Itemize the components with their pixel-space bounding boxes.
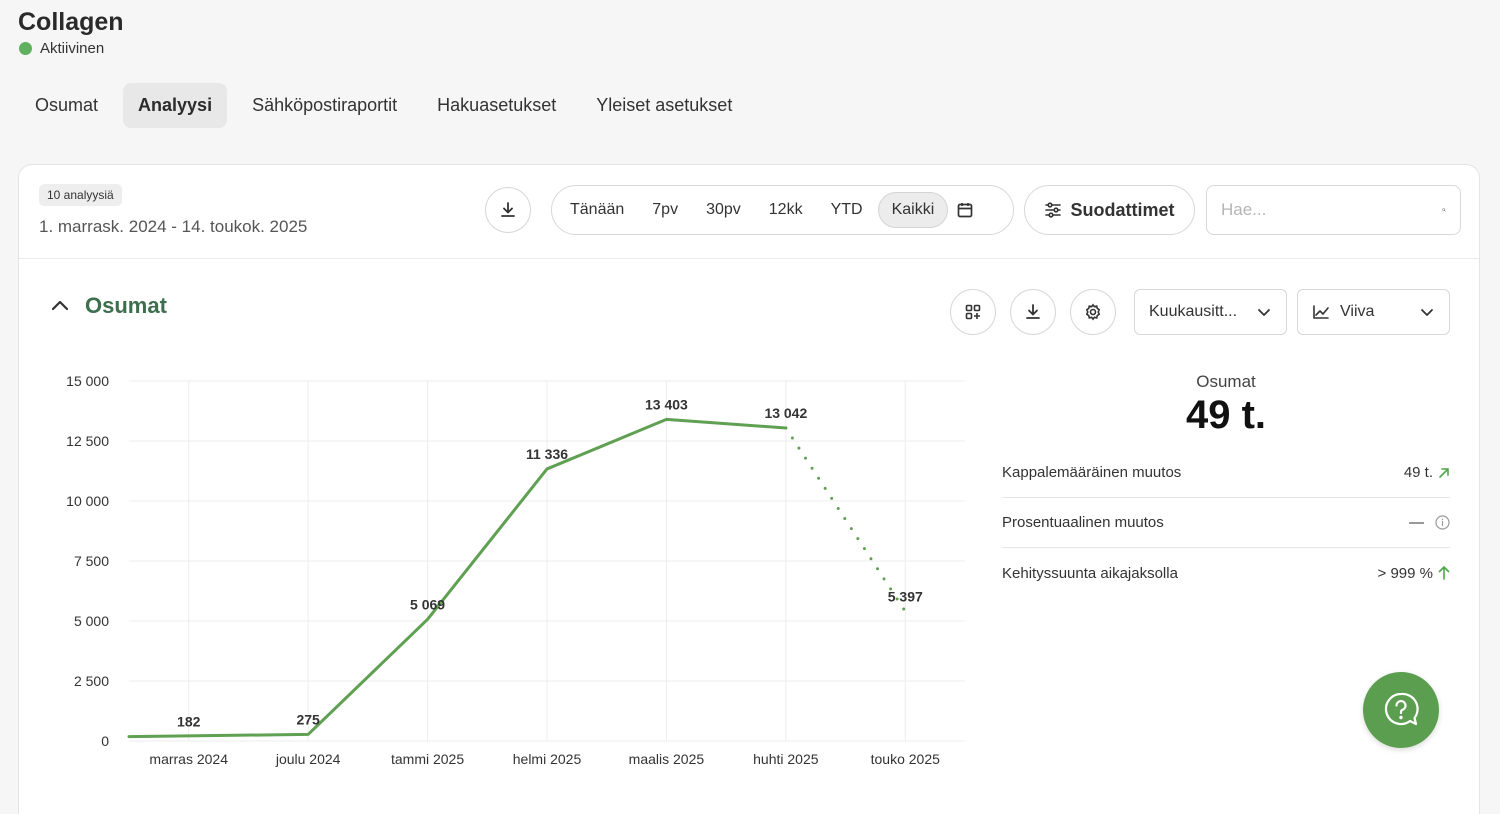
tab-sahkopostiraportit[interactable]: Sähköpostiraportit [252,95,398,115]
stat-value: > 999 % [1377,564,1433,582]
y-tick-label: 10 000 [66,493,109,509]
grid-add-icon [965,304,981,320]
date-range-label: 1. marrask. 2024 - 14. toukok. 2025 [39,217,308,236]
status-dot-icon [19,42,32,55]
stats-list: Kappalemääräinen muutos 49 t. Prosentuaa… [1002,448,1450,598]
calendar-button[interactable] [956,201,974,219]
export-button[interactable] [485,187,531,233]
stat-value: 49 t. [1403,464,1433,481]
tab-osumat[interactable]: Osumat [35,95,99,115]
add-widget-button[interactable] [950,289,996,335]
data-label: 13 403 [645,396,688,412]
download-icon [501,202,515,217]
x-tick-label: helmi 2025 [513,751,582,767]
download-icon [1026,304,1040,319]
help-chat-button[interactable] [1363,672,1439,748]
tab-yleiset-asetukset[interactable]: Yleiset asetukset [596,95,733,115]
series-line [127,417,788,739]
search-input[interactable] [1221,200,1442,220]
y-tick-label: 15 000 [66,373,109,389]
period-ytd[interactable]: YTD [830,201,863,218]
data-label: 11 336 [526,446,568,462]
search-icon[interactable] [1442,200,1446,220]
calendar-icon [957,203,973,218]
stat-row: Kappalemääräinen muutos 49 t. [1002,448,1450,498]
filters-button[interactable]: Suodattimet [1024,185,1195,235]
x-tick-label: huhti 2025 [753,751,819,767]
data-label: 182 [177,714,201,730]
chevron-up-icon[interactable] [49,295,71,317]
status-label: Aktiivinen [40,40,105,57]
series-line-projected [784,426,907,613]
x-tick-label: marras 2024 [149,751,228,767]
stat-row: Prosentuaalinen muutos — [1002,498,1450,548]
interval-select-value: Kuukausitt... [1149,303,1238,320]
section-header: Osumat [49,293,167,319]
x-tick-label: touko 2025 [871,751,940,767]
stat-value-wrap: — [1409,514,1450,531]
gear-icon [1085,303,1101,321]
y-tick-label: 7 500 [74,553,109,569]
tab-hakuasetukset[interactable]: Hakuasetukset [437,95,557,115]
chart-settings-button[interactable] [1070,289,1116,335]
chart-type-select[interactable]: Viiva [1297,289,1450,335]
hits-chart: 0 2 500 5 000 7 500 10 000 12 500 15 000 marras… [37,365,977,785]
stat-row: Kehityssuunta aikajaksolla > 999 % [1002,548,1450,598]
stat-value-wrap: > 999 % [1378,565,1450,582]
arrow-up-icon [1438,566,1450,580]
search-box [1206,185,1461,235]
tab-bar: Osumat Analyysi Sähköpostiraportit Hakua… [20,83,757,128]
x-tick-label: joulu 2024 [275,751,341,767]
analysis-toolbar: 10 analyysiä 1. marrask. 2024 - 14. touk… [19,165,1479,259]
data-label: 5 397 [888,588,923,604]
download-chart-button[interactable] [1010,289,1056,335]
period-selector: Tänään 7pv 30pv 12kk YTD Kaikki [551,185,1014,235]
kpi-value: 49 t. [1185,393,1267,437]
sliders-icon [1045,202,1062,218]
chart-type-value: Viiva [1340,303,1375,320]
stat-label: Prosentuaalinen muutos [1002,514,1164,531]
analysis-card: 10 analyysiä 1. marrask. 2024 - 14. touk… [18,164,1480,814]
chevron-down-icon [1421,309,1433,316]
line-chart-icon [1313,305,1329,319]
data-label: 5 069 [410,596,445,612]
info-icon[interactable] [1435,515,1450,530]
status-indicator: Aktiivinen [19,40,104,57]
stat-label: Kehityssuunta aikajaksolla [1002,564,1178,582]
analysis-count-badge: 10 analyysiä [39,184,122,206]
y-tick-label: 5 000 [74,613,109,629]
period-today[interactable]: Tänään [570,201,625,218]
period-7pv[interactable]: 7pv [652,201,679,218]
y-tick-label: 2 500 [74,673,109,689]
help-question-icon [1384,692,1419,726]
kpi-label: Osumat [1196,372,1256,391]
period-all[interactable]: Kaikki [877,192,949,228]
x-tick-label: maalis 2025 [629,751,705,767]
section-title: Osumat [85,293,167,318]
tab-analyysi[interactable]: Analyysi [123,83,228,128]
arrow-up-right-icon [1439,467,1449,478]
period-30pv[interactable]: 30pv [706,201,741,218]
y-tick-label: 0 [101,733,109,749]
stat-value-wrap: 49 t. [1404,464,1450,481]
data-label: 13 042 [764,405,807,421]
stat-label: Kappalemääräinen muutos [1002,464,1182,481]
line-chart: 0 2 500 5 000 7 500 10 000 12 500 15 000 marras… [66,373,965,767]
data-label: 275 [296,711,320,727]
stat-value: — [1409,514,1424,531]
period-12kk[interactable]: 12kk [768,201,803,218]
page-title: Collagen [18,8,124,36]
filters-label: Suodattimet [1070,199,1175,220]
interval-select[interactable]: Kuukausitt... [1134,289,1287,335]
x-tick-label: tammi 2025 [391,751,464,767]
chevron-down-icon [1258,309,1270,316]
y-tick-label: 12 500 [66,433,109,449]
